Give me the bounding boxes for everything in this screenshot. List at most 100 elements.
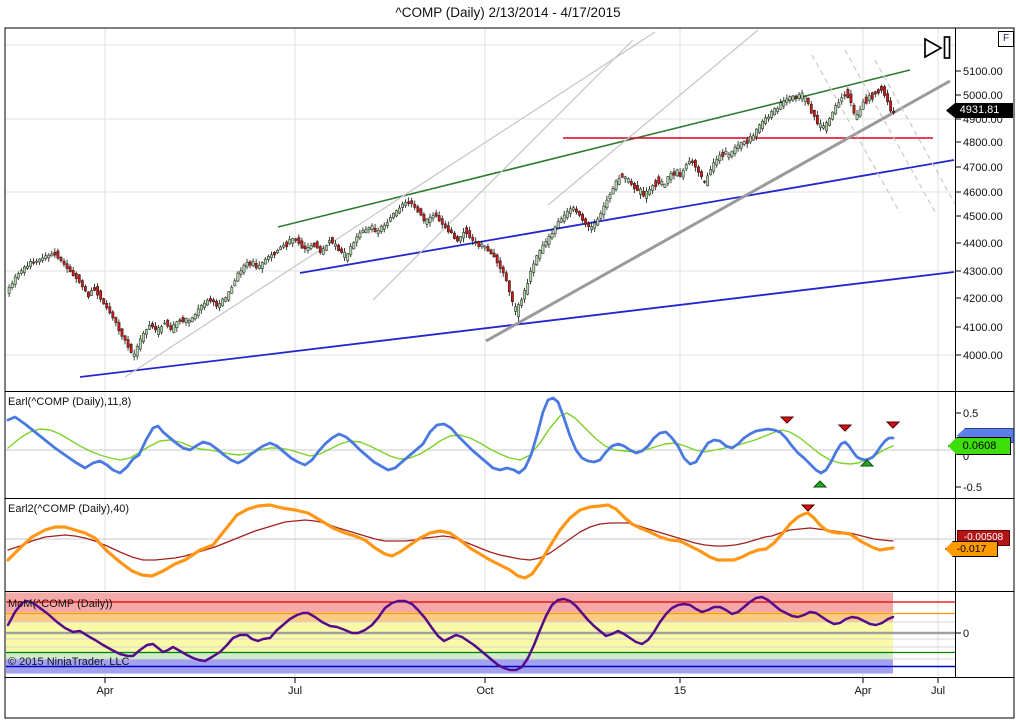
gray-dashed-1 <box>811 54 901 214</box>
candle-body <box>739 142 743 149</box>
candle-body <box>251 261 255 267</box>
x-tick-label: Jul <box>288 685 302 697</box>
x-tick-label: Oct <box>476 685 493 697</box>
candle-body <box>681 170 685 178</box>
candle-body <box>373 228 377 232</box>
candle-body <box>245 261 249 268</box>
candle-body <box>782 100 786 107</box>
buy-signal-icon <box>812 480 828 488</box>
candle-body <box>794 95 798 99</box>
candle-body <box>206 299 209 306</box>
candle-body <box>568 208 572 214</box>
candle-body <box>605 199 609 208</box>
candle-body <box>892 110 896 114</box>
candle-body <box>776 108 780 112</box>
candle-body <box>556 221 560 229</box>
candle-body <box>38 258 42 263</box>
candle-body <box>471 236 475 241</box>
panel-label-mom: MoM(^COMP (Daily)) <box>8 598 113 610</box>
chart-title: ^COMP (Daily) 2/13/2014 - 4/17/2015 <box>395 5 621 20</box>
candle-body <box>376 230 380 234</box>
candle-body <box>715 158 719 166</box>
candle-body <box>321 248 325 255</box>
candle-body <box>663 183 667 188</box>
candle-body <box>459 236 462 242</box>
candle-body <box>422 213 426 222</box>
candle-body <box>492 252 496 258</box>
candle-body <box>87 291 90 298</box>
candle-body <box>215 300 218 307</box>
candle-body <box>450 229 453 234</box>
candle-body <box>233 280 237 287</box>
candle-body <box>90 290 93 296</box>
candle-body <box>157 327 160 335</box>
candle-body <box>767 116 771 120</box>
candle-body <box>565 210 569 218</box>
candle-body <box>331 237 334 244</box>
candle-body <box>346 253 350 262</box>
candle-body <box>273 251 276 256</box>
candle-body <box>99 290 103 300</box>
go-to-end-bar-icon[interactable] <box>943 36 951 59</box>
gray-trend-thick <box>485 79 951 343</box>
earl2-slow-line <box>7 519 894 561</box>
candle-body <box>169 325 173 330</box>
candle-body <box>230 287 234 294</box>
f-button[interactable]: F <box>998 31 1014 47</box>
candle-body <box>764 117 767 124</box>
candle-body <box>294 238 298 241</box>
candle-body <box>431 215 435 219</box>
candle-body <box>315 241 319 249</box>
mom-band <box>6 612 893 622</box>
gray-fan-3 <box>547 29 759 206</box>
candle-body <box>160 326 164 333</box>
candle-body <box>593 222 597 229</box>
price-tick-label: 4200.00 <box>963 293 1003 305</box>
candle-body <box>389 217 392 222</box>
candle-body <box>117 322 121 332</box>
candle-body <box>29 261 32 267</box>
sell-signal-icon <box>800 504 816 512</box>
candle-body <box>398 207 401 214</box>
candle-body <box>761 120 764 129</box>
candle-body <box>285 241 289 248</box>
candle-body <box>501 266 505 274</box>
candle-body <box>166 319 170 327</box>
gray-dashed-3 <box>874 59 956 205</box>
candle-body <box>831 111 835 120</box>
candle-body <box>755 128 758 137</box>
candle-body <box>660 181 664 185</box>
candle-body <box>758 124 761 133</box>
candle-body <box>849 93 853 103</box>
candle-body <box>193 314 197 320</box>
candle-body <box>474 241 478 244</box>
candle-body <box>846 89 850 99</box>
price-tick-label: 4700.00 <box>963 162 1003 174</box>
price-tick-label: 4800.00 <box>963 137 1003 149</box>
candle-body <box>434 212 438 217</box>
earl2-fast-line <box>6 503 895 580</box>
go-to-end-icon[interactable] <box>924 37 943 59</box>
candle-body <box>443 223 447 228</box>
candle-body <box>724 150 728 155</box>
candle-body <box>678 172 682 177</box>
candle-body <box>581 213 584 221</box>
candle-body <box>282 244 286 248</box>
candle-body <box>453 232 456 239</box>
green-channel-line <box>277 69 911 228</box>
candle-body <box>797 94 801 99</box>
price-tick-label: 5000.00 <box>963 90 1003 102</box>
candle-body <box>32 261 35 264</box>
candle-body <box>135 346 139 357</box>
candle-body <box>748 136 752 143</box>
earl-green-value-badge: 0.0608 <box>948 437 1011 455</box>
earl-fast-line <box>6 396 895 475</box>
candle-body <box>349 246 353 256</box>
candle-body <box>428 217 432 223</box>
candle-body <box>825 122 828 132</box>
candle-body <box>74 273 78 280</box>
candle-body <box>337 244 340 252</box>
candle-body <box>318 246 322 253</box>
